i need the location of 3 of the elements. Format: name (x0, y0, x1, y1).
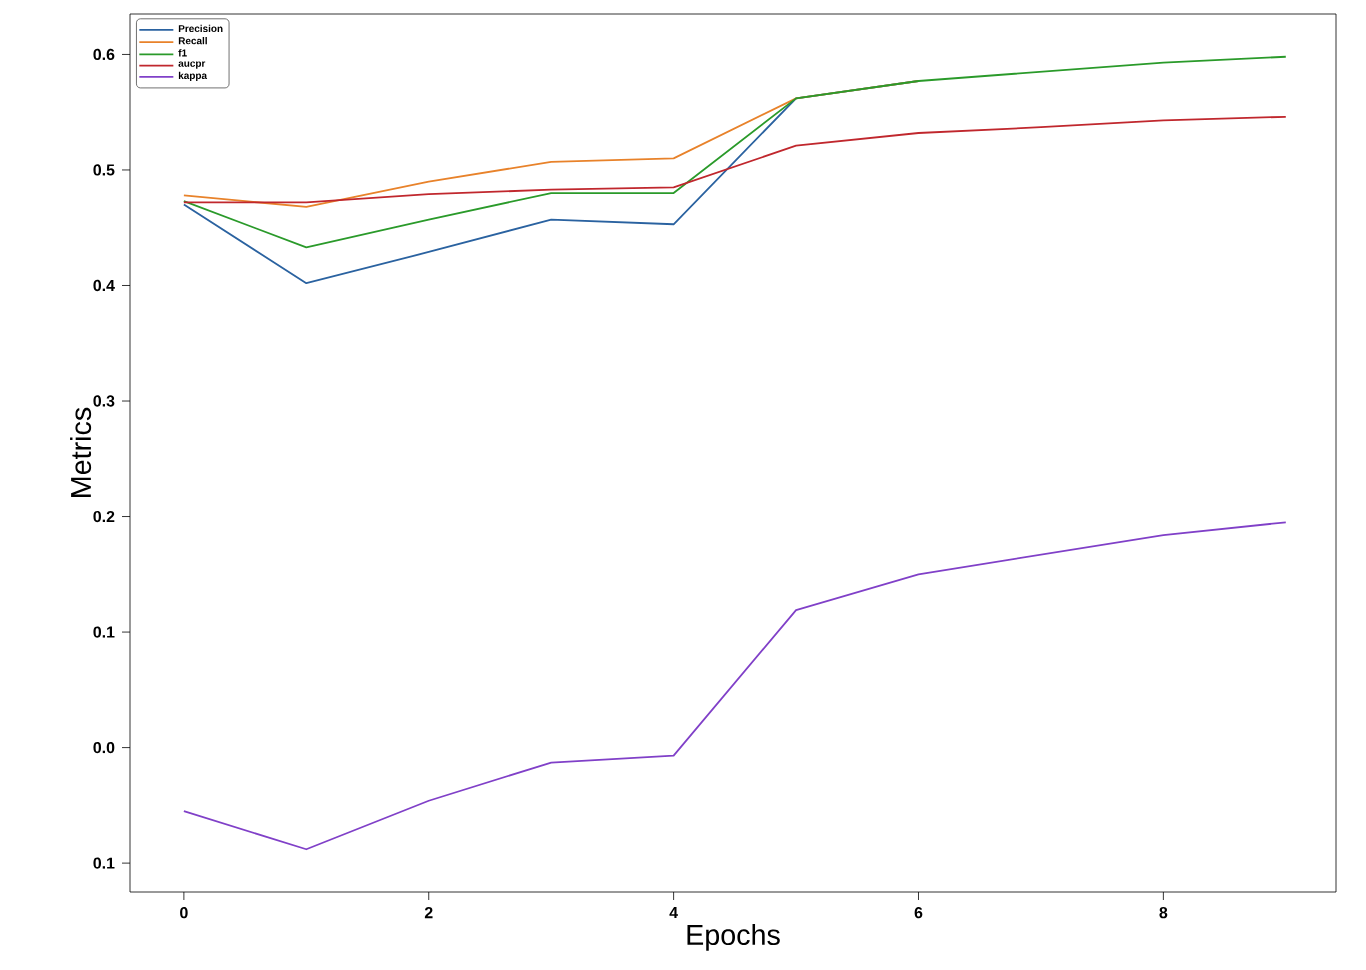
line-series (182, 115, 1287, 204)
x-axis-title: Epochs (687, 924, 780, 951)
y-axis-title: Metrics (70, 407, 92, 497)
